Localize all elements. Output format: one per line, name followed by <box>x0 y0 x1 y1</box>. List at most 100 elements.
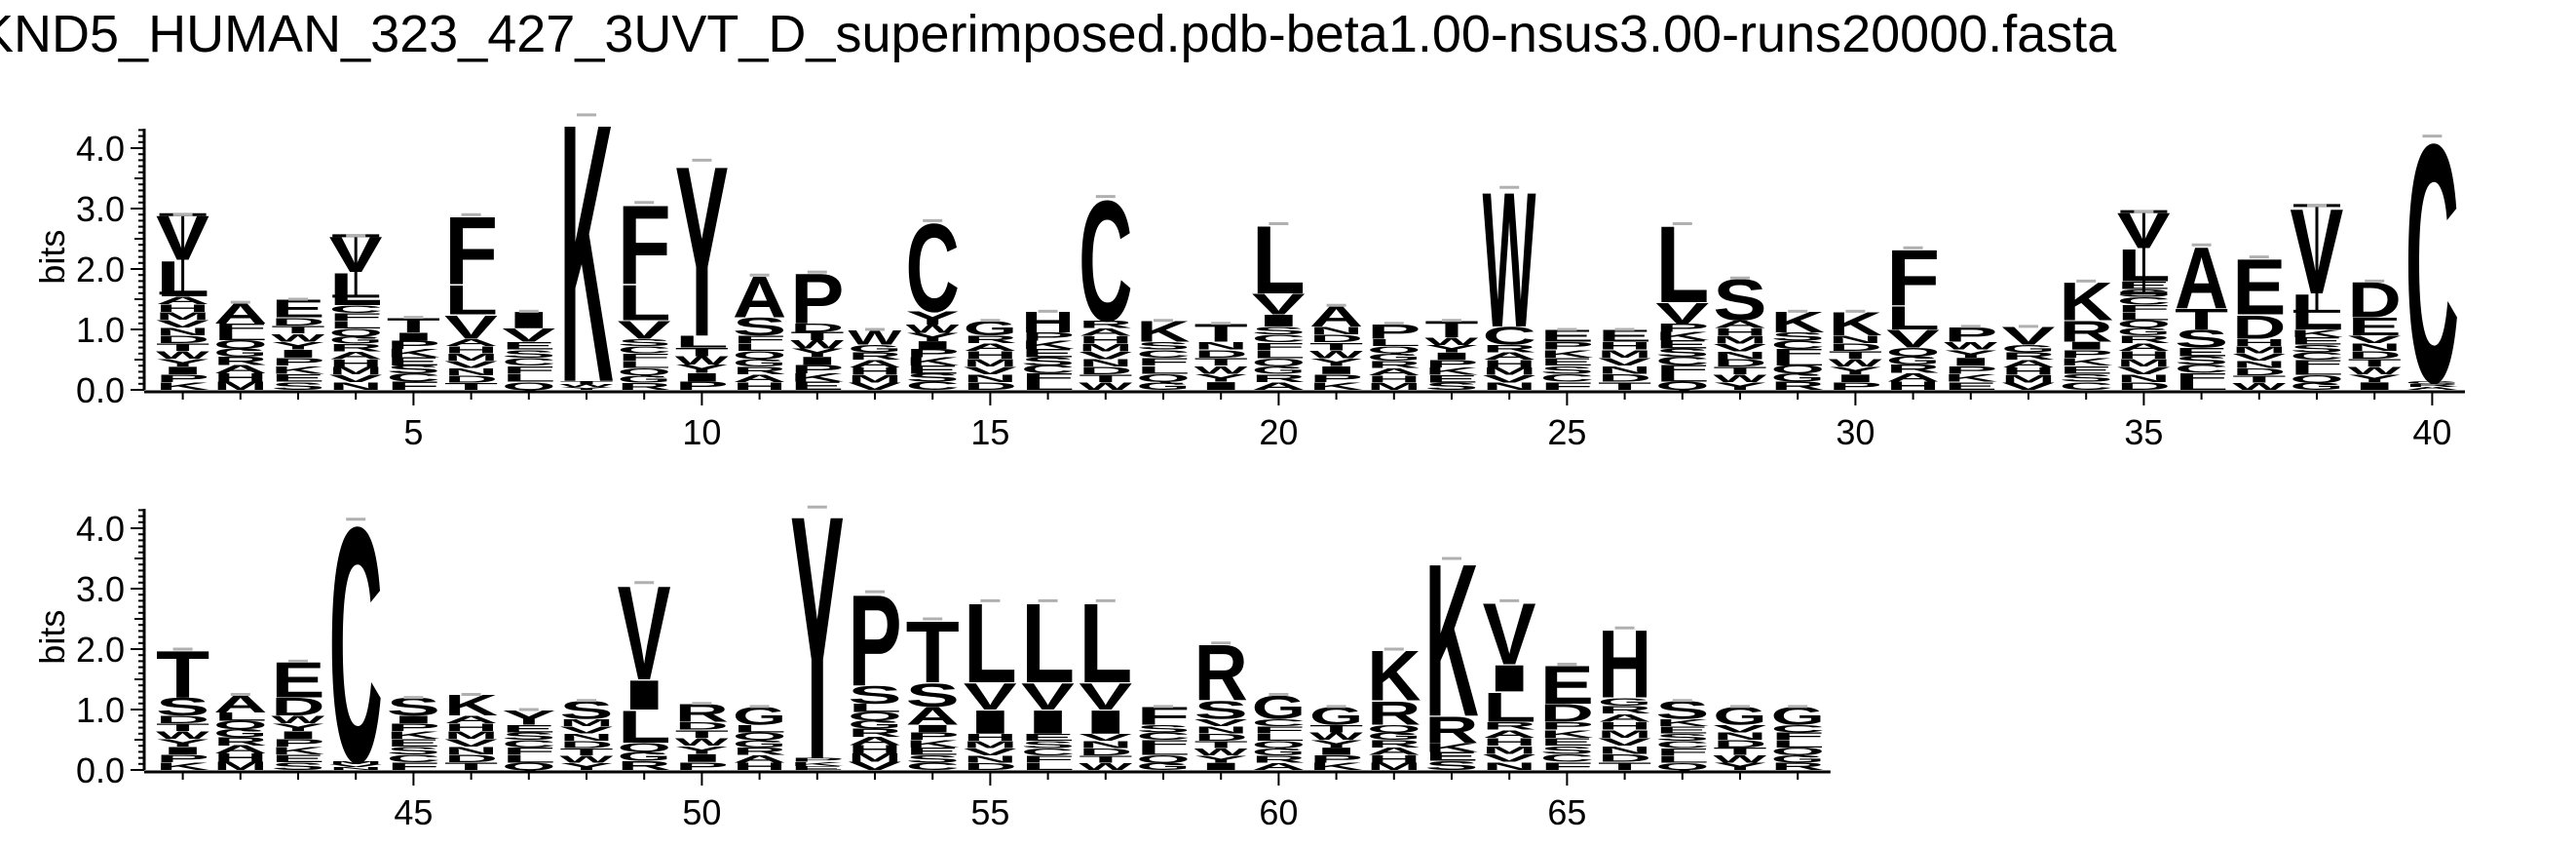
minor-residue: A <box>1483 728 1536 741</box>
minor-residue: K <box>1309 380 1363 393</box>
minor-residue: N <box>1713 349 1766 361</box>
minor-residue: C <box>1252 332 1306 345</box>
minor-residue: C <box>1771 723 1825 735</box>
minor-residue: G <box>2406 380 2459 385</box>
minor-residue: T <box>1194 739 1248 750</box>
minor-residue: L <box>1136 746 1190 757</box>
residue-D: D <box>2232 308 2286 346</box>
x-tick-label: 45 <box>394 792 433 832</box>
minor-residue: F <box>618 351 671 363</box>
minor-residue: Y <box>559 386 613 391</box>
minor-residue: A <box>1252 761 1306 773</box>
minor-residue: T <box>444 760 498 772</box>
minor-residue: R <box>964 333 1017 345</box>
minor-residue: G <box>329 334 383 346</box>
minor-residue: P <box>271 356 324 368</box>
minor-residue: P <box>790 757 844 763</box>
minor-residue: S <box>2290 343 2343 355</box>
residue-Y: Y <box>675 117 729 388</box>
minor-residue: L <box>1021 761 1075 773</box>
minor-residue: F <box>2117 302 2171 314</box>
minor-residue: D <box>2117 380 2171 392</box>
minor-residue: E <box>2175 345 2228 359</box>
minor-residue: M <box>213 760 267 773</box>
minor-residue: D <box>1829 341 1882 353</box>
minor-residue: R <box>733 365 786 376</box>
minor-residue: V <box>444 359 498 370</box>
y-tick-label: 3.0 <box>76 189 125 229</box>
minor-residue: A <box>1886 370 1940 384</box>
minor-residue: N <box>1598 744 1651 756</box>
minor-residue: M <box>1598 728 1651 741</box>
minor-residue: A <box>1367 746 1421 757</box>
minor-residue: E <box>502 723 555 735</box>
residue-C: C <box>2406 74 2459 454</box>
minor-residue: V <box>559 724 613 736</box>
minor-residue: K <box>1424 365 1478 377</box>
minor-residue: S <box>618 337 671 349</box>
minor-residue: E <box>271 752 324 764</box>
minor-residue: Y <box>559 761 613 773</box>
minor-residue: M <box>848 751 901 764</box>
minor-residue: W <box>906 323 960 335</box>
residue-V: V <box>1655 297 1709 330</box>
residue-K: K <box>1424 519 1478 762</box>
minor-residue: S <box>1655 732 1709 744</box>
minor-residue: F <box>387 760 440 772</box>
residue-C: C <box>1483 322 1536 350</box>
minor-residue: T <box>1829 349 1882 361</box>
minor-residue: W <box>1424 335 1479 347</box>
minor-residue: N <box>559 731 613 743</box>
minor-residue: E <box>2290 335 2343 347</box>
minor-residue: V <box>329 763 383 768</box>
minor-residue: H <box>1598 719 1651 732</box>
residue-S: S <box>156 693 209 721</box>
minor-residue: D <box>559 739 613 750</box>
residue-E: E <box>2348 313 2402 341</box>
minor-residue: H <box>1713 326 1766 338</box>
minor-residue: N <box>156 326 209 337</box>
minor-residue: I <box>1944 356 1997 368</box>
minor-residue: R <box>1367 738 1421 749</box>
minor-residue: F <box>2290 358 2343 369</box>
minor-residue: R <box>1252 753 1306 765</box>
minor-residue: K <box>271 364 324 376</box>
minor-residue: K <box>1540 728 1594 741</box>
minor-residue: F <box>2175 370 2228 383</box>
minor-residue: Q <box>618 365 671 377</box>
minor-residue: R <box>2001 350 2055 362</box>
minor-residue: C <box>387 752 440 764</box>
minor-residue: L <box>848 702 901 714</box>
minor-residue: K <box>156 380 209 392</box>
minor-residue: V <box>964 365 1017 376</box>
minor-residue: M <box>1483 744 1536 756</box>
minor-residue: W <box>790 338 844 351</box>
minor-residue: M <box>2232 344 2286 356</box>
minor-residue: V <box>848 380 901 392</box>
residue-K: K <box>559 47 613 459</box>
minor-residue: D <box>1079 365 1132 376</box>
minor-residue: A <box>213 363 267 375</box>
y-tick-label: 1.0 <box>76 690 125 730</box>
minor-residue: H <box>848 743 901 755</box>
minor-residue: C <box>387 371 440 384</box>
logo-column-38: GQLFCSEKLV <box>2290 184 2343 393</box>
minor-residue: H <box>1483 358 1536 369</box>
minor-residue: A <box>1598 711 1651 724</box>
minor-residue: C <box>1021 747 1075 758</box>
minor-residue: D <box>2232 366 2286 378</box>
minor-residue: D <box>1713 738 1766 749</box>
